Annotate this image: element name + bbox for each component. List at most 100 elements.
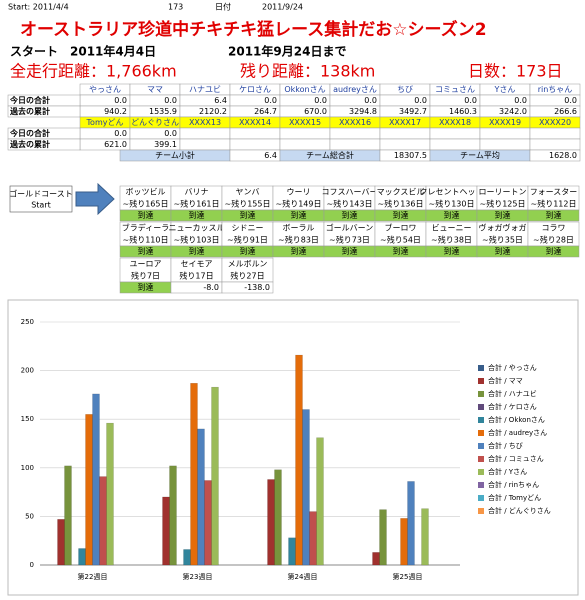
city-remain: ~残り28日: [533, 235, 574, 245]
data-cell: [279, 138, 331, 151]
city-name: コラワ: [542, 224, 566, 233]
city-status: 到達: [546, 210, 562, 220]
header-name: Yさん: [494, 85, 516, 94]
city-cell: [476, 185, 529, 211]
x-tick-label: 第23週目: [183, 572, 213, 581]
legend-swatch: [478, 391, 484, 397]
legend-label: 合計 / Tomyどん: [488, 493, 541, 502]
city-status: 到達: [138, 210, 154, 220]
cell-value: 399.1: [154, 140, 177, 149]
city-cell: [221, 221, 274, 247]
summary-value: 1628.0: [549, 151, 577, 160]
row-label: 過去の累計: [9, 106, 50, 116]
row-label: 今日の合計: [9, 95, 50, 105]
summary-cell: [529, 149, 581, 162]
city-remain: ~残り38日: [431, 235, 472, 245]
header-name: どんぐりさん: [131, 118, 179, 127]
cell-value: 0.0: [564, 96, 577, 105]
header-name: Okkonさん: [284, 85, 325, 94]
cell-value: 3294.8: [349, 107, 377, 116]
bar: [421, 508, 429, 566]
data-cell: [479, 127, 531, 140]
city-cell: [374, 185, 427, 211]
city-status: 到達: [342, 210, 358, 220]
city-name: ニューカッスル: [169, 224, 225, 233]
bar: [162, 496, 170, 566]
start-line: スタート 2011年4月4日: [10, 44, 156, 59]
legend-swatch: [478, 443, 484, 449]
status-cell: [527, 209, 580, 222]
header-name: XXXX18: [439, 118, 471, 127]
bar: [309, 511, 317, 566]
city-name: メルボルン: [228, 260, 268, 269]
summary-label: チーム総合計: [306, 150, 354, 160]
days-count: 日数：173日: [468, 62, 563, 81]
status-cell: [527, 245, 580, 258]
header-name: ハナユビ: [189, 85, 221, 94]
city-status: -138.0: [244, 283, 270, 292]
bar: [407, 481, 415, 566]
bar: [379, 509, 387, 566]
city-status: 到達: [495, 210, 511, 220]
legend-swatch: [478, 417, 484, 423]
summary-value: 6.4: [264, 151, 277, 160]
city-remain: ~残り165日: [123, 199, 169, 209]
city-cell: [272, 185, 325, 211]
cell-value: 3242.0: [499, 107, 527, 116]
data-cell: [329, 127, 381, 140]
city-cell: [119, 257, 172, 283]
city-cell: [527, 185, 580, 211]
bar: [64, 465, 72, 566]
data-cell: [529, 127, 581, 140]
cell-value: 0.0: [114, 129, 127, 138]
bar: [295, 354, 303, 566]
cell-value: 0.0: [164, 96, 177, 105]
header-name: ママ: [147, 85, 163, 94]
header-name: XXXX16: [339, 118, 371, 127]
cell-value: 0.0: [164, 129, 177, 138]
city-name: ボーラル: [283, 224, 315, 233]
bar: [183, 549, 191, 566]
arrow: [75, 182, 115, 216]
city-status: 到達: [444, 210, 460, 220]
bar: [372, 552, 380, 566]
header-name: コミュさん: [435, 85, 475, 94]
city-status: 到達: [189, 246, 205, 256]
legend-swatch: [478, 482, 484, 488]
legend-swatch: [478, 469, 484, 475]
y-tick-label: 0: [30, 561, 34, 569]
city-status: 到達: [342, 246, 358, 256]
data-cell: [529, 138, 581, 151]
city-name: ユーロア: [130, 260, 162, 269]
y-tick-label: 150: [21, 415, 34, 423]
city-status: -8.0: [203, 283, 219, 292]
data-cell: [179, 127, 231, 140]
summary-label: チーム小計: [155, 150, 195, 160]
bar: [106, 422, 114, 566]
bar: [190, 383, 198, 566]
city-name: ヤンバ: [236, 188, 260, 197]
header-name: XXXX14: [239, 118, 271, 127]
header-name: audreyさん: [333, 85, 377, 94]
data-cell: [329, 138, 381, 151]
city-cell: [119, 221, 172, 247]
status-cell: [221, 281, 274, 294]
legend-label: 合計 / Okkonさん: [488, 415, 545, 424]
header-name: rinちゃん: [538, 85, 573, 94]
legend-label: 合計 / Yさん: [488, 467, 527, 476]
city-status: 到達: [546, 246, 562, 256]
city-name: フォースター: [530, 188, 578, 197]
data-cell: [229, 138, 281, 151]
bar: [288, 537, 296, 566]
legend-label: 合計 / ケロさん: [488, 402, 537, 411]
cell-value: 3492.7: [399, 107, 427, 116]
city-status: 到達: [393, 210, 409, 220]
data-cell: [179, 138, 231, 151]
data-cell: [429, 127, 481, 140]
row-label-cell: [7, 105, 81, 118]
x-tick-label: 第22週目: [78, 572, 108, 581]
start-text: Start: [31, 201, 51, 210]
bar: [197, 428, 205, 566]
data-cell: [279, 127, 331, 140]
